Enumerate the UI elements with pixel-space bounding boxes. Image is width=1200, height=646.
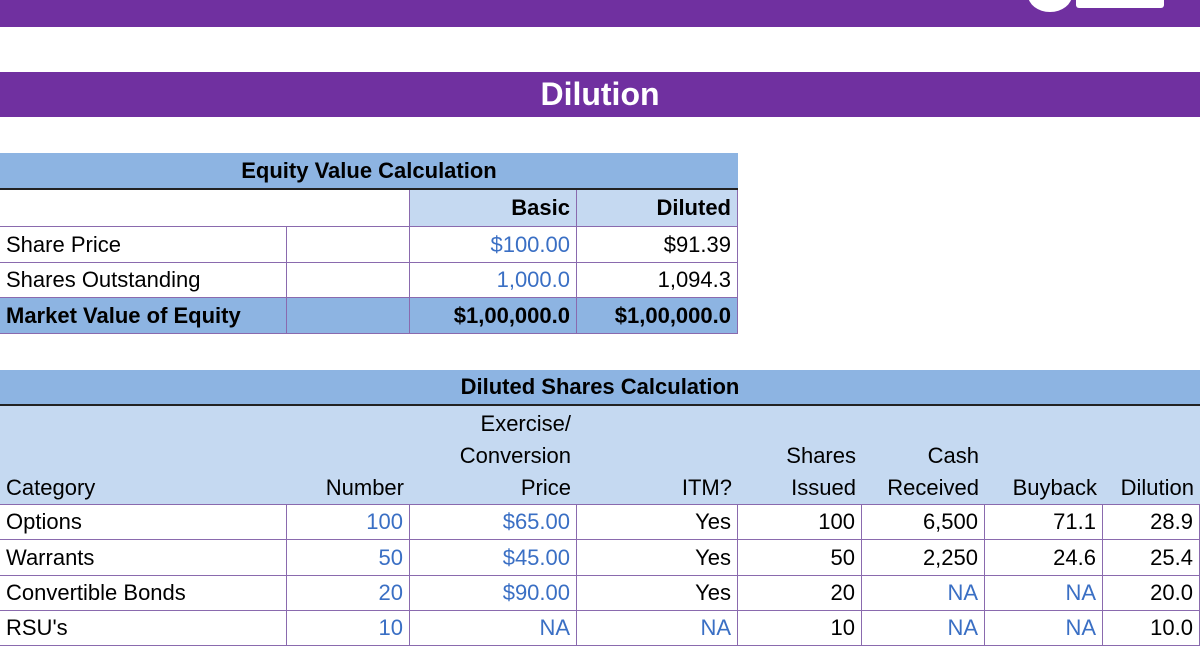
value-cell: 1,094.3 — [577, 263, 738, 298]
column-header: Buyback — [985, 406, 1103, 505]
row-label: RSU's — [0, 611, 287, 646]
value-cell: 100 — [287, 505, 410, 540]
value-cell: Yes — [577, 540, 738, 576]
value-cell: NA — [862, 576, 985, 611]
value-cell: NA — [862, 611, 985, 646]
row-label: Shares Outstanding — [0, 263, 287, 298]
value-cell: $65.00 — [410, 505, 577, 540]
value-cell: 25.4 — [1103, 540, 1200, 576]
value-cell: 2,250 — [862, 540, 985, 576]
row-label: Warrants — [0, 540, 287, 576]
value-cell: 50 — [738, 540, 862, 576]
row-label: Market Value of Equity — [0, 298, 287, 334]
value-cell: 10 — [287, 611, 410, 646]
column-header: Number — [287, 406, 410, 505]
value-cell: 24.6 — [985, 540, 1103, 576]
value-cell: 28.9 — [1103, 505, 1200, 540]
row-label: Convertible Bonds — [0, 576, 287, 611]
column-header: Exercise/ Conversion Price — [410, 406, 577, 505]
column-header: Diluted — [577, 190, 738, 227]
blank-cell — [287, 263, 410, 298]
column-header: Basic — [410, 190, 577, 227]
table-title: Diluted Shares Calculation — [0, 370, 1200, 406]
value-cell: $91.39 — [577, 227, 738, 263]
value-cell: 20 — [287, 576, 410, 611]
value-cell: 10.0 — [1103, 611, 1200, 646]
column-header: Shares Issued — [738, 406, 862, 505]
value-cell: 71.1 — [985, 505, 1103, 540]
table-title: Equity Value Calculation — [0, 153, 738, 190]
value-cell: 6,500 — [862, 505, 985, 540]
value-cell: NA — [985, 611, 1103, 646]
value-cell: $90.00 — [410, 576, 577, 611]
logo-mark — [1076, 0, 1164, 8]
value-cell: $100.00 — [410, 227, 577, 263]
value-cell: 20 — [738, 576, 862, 611]
value-cell: 1,000.0 — [410, 263, 577, 298]
value-cell: 50 — [287, 540, 410, 576]
row-label: Options — [0, 505, 287, 540]
value-cell: $1,00,000.0 — [577, 298, 738, 334]
title: Dilution — [0, 72, 1200, 117]
row-label: Share Price — [0, 227, 287, 263]
value-cell: $45.00 — [410, 540, 577, 576]
value-cell: 20.0 — [1103, 576, 1200, 611]
column-header: Dilution — [1103, 406, 1200, 505]
column-header: ITM? — [577, 406, 738, 505]
value-cell: 10 — [738, 611, 862, 646]
value-cell: 100 — [738, 505, 862, 540]
value-cell: NA — [410, 611, 577, 646]
value-cell: $1,00,000.0 — [410, 298, 577, 334]
value-cell: Yes — [577, 576, 738, 611]
blank-cell — [287, 227, 410, 263]
logo-mark — [1028, 0, 1072, 12]
column-header: Category — [0, 406, 287, 505]
value-cell: NA — [985, 576, 1103, 611]
value-cell: NA — [577, 611, 738, 646]
value-cell: Yes — [577, 505, 738, 540]
blank-cell — [287, 298, 410, 334]
blank-cell — [0, 190, 410, 227]
top-bar — [0, 0, 1200, 27]
column-header: Cash Received — [862, 406, 985, 505]
